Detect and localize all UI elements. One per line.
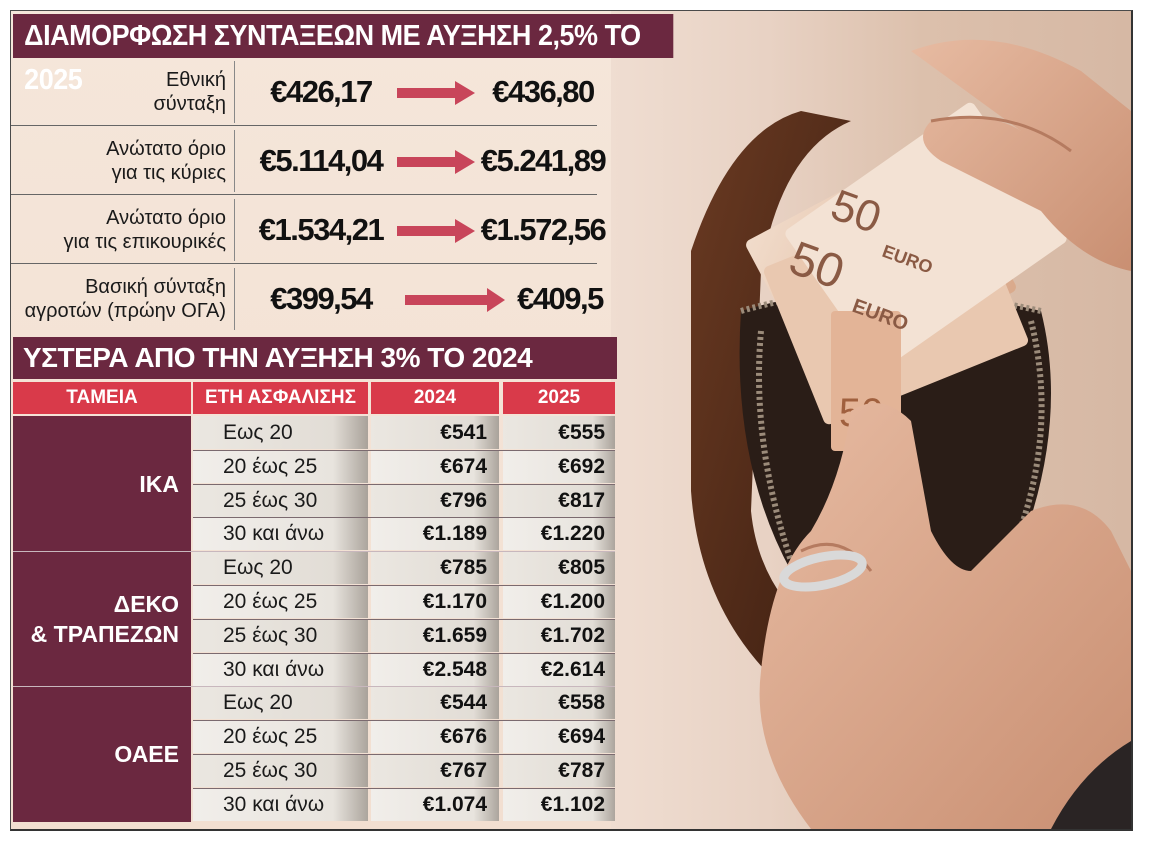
fund-divider	[13, 551, 615, 553]
row-label: Ανώτατο όριο για τις επικουρικές	[11, 199, 235, 261]
value-2024: €541	[371, 416, 499, 449]
value-2025: €787	[503, 754, 615, 787]
row-divider	[193, 517, 615, 519]
insurance-years: Εως 20	[193, 416, 368, 449]
header-fund: ΤΑΜΕΙΑ	[13, 382, 191, 414]
value-to: €1.572,56	[480, 212, 607, 247]
fund-name-line1: ΔΕΚΟ	[113, 590, 179, 617]
arrow-right-icon	[405, 288, 505, 312]
arrow-right-icon	[397, 150, 475, 174]
insurance-years: 25 έως 30	[193, 618, 368, 652]
value-2024: €674	[371, 449, 499, 483]
row-label-line1: Εθνική	[165, 69, 226, 91]
value-2025: €1.220	[503, 517, 615, 551]
value-from: €399,54	[270, 281, 373, 316]
arrow-right-icon	[397, 81, 475, 105]
section1-row: Βασική σύνταξη αγροτών (πρώην ΟΓΑ) €399,54…	[11, 268, 611, 330]
row-divider	[193, 585, 615, 586]
row-divider	[193, 720, 615, 722]
wallet-photo: 50 EURO 50 EURO 50	[611, 11, 1131, 829]
value-from: €1.534,21	[258, 212, 385, 247]
row-label-line2: σύνταξη	[153, 93, 226, 115]
row-label-line2: για τις επικουρικές	[63, 231, 226, 253]
value-2024: €676	[371, 720, 499, 754]
row-label: Βασική σύνταξη αγροτών (πρώην ΟΓΑ)	[11, 268, 235, 330]
value-2025: €805	[503, 551, 615, 585]
section1-title: ΔΙΑΜΟΡΦΩΣΗ ΣΥΝΤΑΞΕΩΝ ΜΕ ΑΥΞΗΣΗ 2,5% ΤΟ 2…	[13, 14, 674, 96]
row-divider	[11, 194, 597, 195]
section1-row: Ανώτατο όριο για τις κύριες €5.114,04 €5.24…	[11, 130, 611, 192]
arrow-right-icon	[397, 219, 475, 243]
insurance-years: 20 έως 25	[193, 449, 368, 483]
value-to: €409,5	[517, 281, 604, 316]
fund-name: ΙΚΑ	[13, 416, 191, 552]
value-2024: €1.074	[371, 787, 499, 821]
insurance-years: 25 έως 30	[193, 754, 368, 787]
fund-divider	[13, 686, 615, 688]
header-2025: 2025	[503, 382, 615, 414]
value-2024: €767	[371, 754, 499, 787]
header-2024: 2024	[371, 382, 499, 414]
row-divider	[193, 652, 615, 654]
value-2025: €694	[503, 720, 615, 754]
row-label: Ανώτατο όριο για τις κύριες	[11, 130, 235, 192]
row-divider	[193, 483, 615, 485]
insurance-years: Εως 20	[193, 686, 368, 720]
section1-row: Ανώτατο όριο για τις επικουρικές €1.534,21…	[11, 199, 611, 261]
value-to: €5.241,89	[480, 143, 607, 178]
row-label-line1: Ανώτατο όριο	[106, 207, 226, 229]
value-2025: €1.102	[503, 787, 615, 821]
value-2024: €1.189	[371, 517, 499, 551]
value-2024: €1.659	[371, 618, 499, 652]
value-from: €5.114,04	[259, 143, 384, 178]
value-2025: €558	[503, 686, 615, 720]
insurance-years: 30 και άνω	[193, 787, 368, 821]
insurance-years: Εως 20	[193, 551, 368, 585]
value-2025: €817	[503, 483, 615, 517]
value-from: €426,17	[270, 74, 373, 109]
wallet-illustration: 50 EURO 50 EURO 50	[691, 39, 1131, 829]
insurance-years: 25 έως 30	[193, 483, 368, 517]
value-to: €436,80	[492, 74, 595, 109]
row-label-line1: Ανώτατο όριο	[106, 138, 226, 160]
value-2025: €1.702	[503, 618, 615, 652]
value-2024: €2.548	[371, 652, 499, 686]
section1-row: Εθνική σύνταξη €426,17 €436,80	[11, 61, 611, 123]
fund-name: ΔΕΚΟ & ΤΡΑΠΕΖΩΝ	[13, 551, 191, 687]
insurance-years: 30 και άνω	[193, 517, 368, 551]
row-divider	[193, 787, 615, 789]
row-divider	[11, 263, 597, 264]
fund-name: ΟΑΕΕ	[13, 686, 191, 822]
row-divider	[193, 449, 615, 451]
value-2025: €1.200	[503, 585, 615, 618]
infographic-frame: 50 EURO 50 EURO 50 ΔΙΑΜΟΡΦΩΣΗ ΣΥΝΤΑΞΕΩΝ …	[10, 10, 1133, 831]
value-2024: €1.170	[371, 585, 499, 618]
insurance-years: 20 έως 25	[193, 585, 368, 618]
fund-name-line1: ΙΚΑ	[139, 470, 179, 497]
value-2024: €796	[371, 483, 499, 517]
value-2024: €785	[371, 551, 499, 585]
insurance-years: 20 έως 25	[193, 720, 368, 754]
value-2024: €544	[371, 686, 499, 720]
row-label-line2: αγροτών (πρώην ΟΓΑ)	[24, 300, 226, 322]
row-divider	[193, 618, 615, 620]
value-2025: €555	[503, 416, 615, 449]
row-label: Εθνική σύνταξη	[11, 61, 235, 123]
section2-title: ΥΣΤΕΡΑ ΑΠΟ ΤΗΝ ΑΥΞΗΣΗ 3% ΤΟ 2024	[13, 337, 617, 379]
fund-name-line1: ΟΑΕΕ	[114, 740, 179, 767]
insurance-years: 30 και άνω	[193, 652, 368, 686]
header-years: ΕΤΗ ΑΣΦΑΛΙΣΗΣ	[193, 382, 368, 414]
fund-name-line2: & ΤΡΑΠΕΖΩΝ	[30, 620, 179, 647]
value-2025: €692	[503, 449, 615, 483]
row-label-line2: για τις κύριες	[111, 162, 226, 184]
value-2025: €2.614	[503, 652, 615, 686]
row-divider	[11, 125, 597, 126]
row-divider	[193, 754, 615, 755]
row-label-line1: Βασική σύνταξη	[85, 276, 226, 298]
